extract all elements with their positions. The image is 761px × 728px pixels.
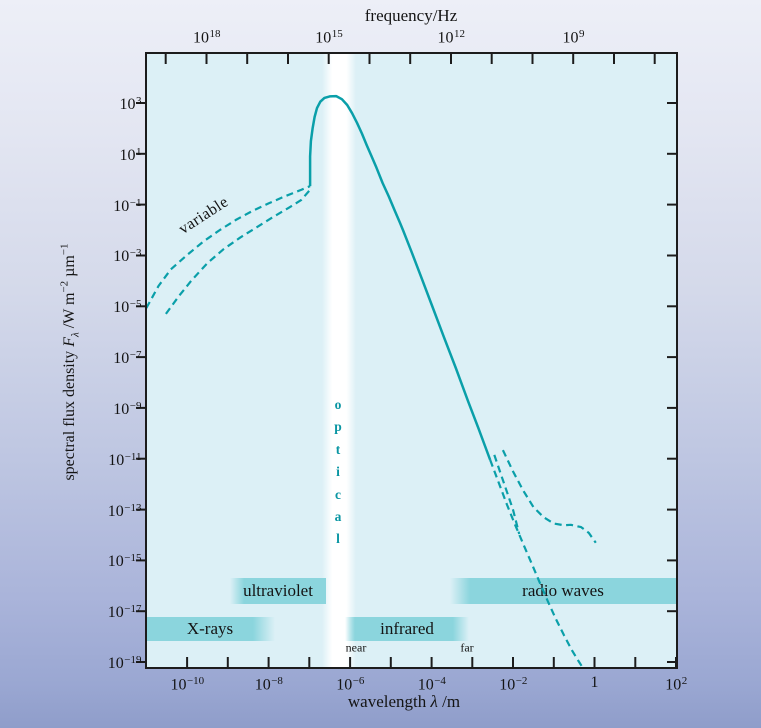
optical-letter-t: t (335, 442, 341, 457)
band-radio (450, 578, 677, 604)
bottom-axis-label-1: 1 (590, 674, 599, 691)
bottom-axis-title: wavelength λ /m (348, 692, 460, 712)
left-axis-label-10e-11: 10−11 (108, 450, 142, 469)
curve-radio-emission-inner-branch (493, 454, 521, 535)
band-label-ultraviolet: ultraviolet (243, 580, 313, 600)
band-xrays (146, 617, 275, 641)
optical-letter-l: l (336, 531, 340, 546)
label-segment: /W m (61, 292, 79, 333)
label-segment: −2 (58, 280, 71, 293)
top-axis-label-10e15: 1015 (315, 28, 343, 47)
curve-main-spectrum (308, 94, 492, 461)
left-axis-label-10e-15: 10−15 (107, 552, 142, 571)
label-segment: F (61, 337, 79, 347)
bottom-axis-label-10e-8: 10−8 (254, 675, 283, 694)
band-label-radio: radio waves (522, 580, 604, 600)
curve-radio-emission (501, 449, 597, 544)
left-axis-label-10e-19: 10−19 (107, 653, 142, 673)
label-segment: λ (430, 692, 438, 711)
optical-letter-a: a (334, 509, 342, 524)
top-axis-label-10e12: 1012 (437, 28, 465, 47)
top-axis-title: frequency/Hz (364, 6, 458, 25)
left-axis-label-10e3: 103 (119, 94, 142, 114)
plot-area (146, 53, 677, 668)
label-segment: −1 (58, 243, 71, 256)
left-axis-label-10e-7: 10−7 (113, 348, 142, 368)
label-segment: µm (61, 255, 79, 281)
bottom-axis-label-10e-6: 10−6 (336, 675, 365, 694)
left-axis-label-10e-13: 10−13 (107, 501, 142, 520)
left-axis-label-10e-5: 10−5 (113, 298, 142, 317)
left-axis-label-10e-17: 10−17 (107, 603, 142, 622)
curve-long-wavelength-continuation (489, 459, 585, 668)
infrared-near-label: near (345, 640, 367, 655)
left-axis-label-10e-9: 10−9 (113, 399, 142, 419)
bottom-axis-label-10e2: 102 (665, 675, 688, 694)
infrared-far-label: far (460, 640, 474, 655)
label-segment: spectral flux density (61, 346, 79, 481)
optical-letter-p: p (334, 419, 342, 434)
plot-frame (145, 52, 678, 669)
band-ultraviolet (230, 578, 326, 604)
label-segment: /m (437, 692, 461, 711)
top-axis-label-10e9: 109 (562, 28, 585, 47)
curve-variable-short-wavelength-upper (146, 185, 311, 309)
bottom-axis-label-10e-2: 10−2 (499, 675, 528, 694)
left-axis-title: spectral flux density Fλ /W m−2 µm−1 (59, 243, 82, 480)
optical-letter-c: c (335, 487, 341, 502)
bottom-axis-label-10e-10: 10−10 (170, 675, 205, 694)
top-axis-label-10e18: 1018 (192, 28, 221, 47)
left-axis-label-10e-3: 10−3 (113, 247, 142, 266)
label-segment: wavelength (347, 692, 431, 711)
optical-letter-i: i (336, 464, 340, 479)
label-segment: λ (69, 332, 82, 338)
optical-white-band (322, 53, 356, 668)
band-label-xrays: X-rays (186, 618, 234, 638)
optical-letter-o: o (334, 397, 342, 412)
band-infrared (345, 617, 469, 641)
left-axis-label-10e1: 101 (119, 145, 142, 164)
bottom-axis-label-10e-4: 10−4 (417, 675, 446, 694)
curve-variable-short-wavelength-lower (165, 189, 311, 315)
band-label-infrared: infrared (380, 618, 434, 638)
left-axis-label-10e-1: 10−1 (113, 196, 142, 215)
